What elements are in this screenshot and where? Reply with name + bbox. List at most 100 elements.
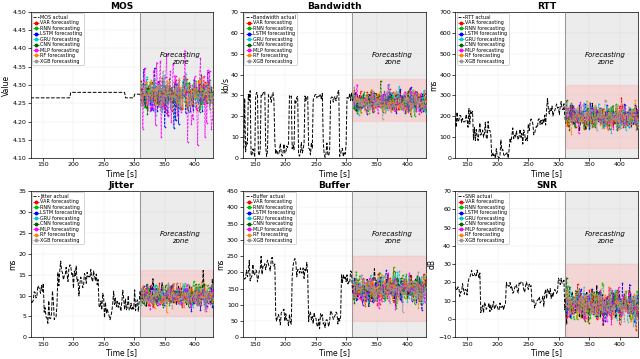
Line: RF forecasting: RF forecasting [353, 274, 426, 309]
LSTM forecasting [397, 279, 404, 283]
GRU forecasting [605, 120, 613, 125]
VAR forecasting [580, 127, 588, 131]
RF forecasting [137, 297, 145, 302]
RTT actual [451, 115, 459, 120]
CNN forecasting [349, 288, 357, 292]
GRU forecasting [152, 112, 159, 117]
Title: Buffer: Buffer [318, 181, 350, 190]
Line: Jitter actual: Jitter actual [31, 261, 213, 323]
CNN forecasting [613, 128, 621, 132]
RNN forecasting [381, 89, 388, 94]
MLP forecasting [209, 99, 217, 103]
LSTM forecasting [188, 300, 196, 305]
GRU forecasting [383, 281, 390, 285]
MLP forecasting [209, 289, 217, 293]
GRU forecasting [181, 100, 189, 104]
GRU forecasting [182, 294, 189, 298]
VAR forecasting [349, 295, 357, 300]
SNR actual [452, 287, 460, 291]
Line: VAR forecasting: VAR forecasting [565, 284, 639, 331]
VAR forecasting [183, 76, 191, 81]
VAR forecasting [422, 279, 429, 283]
RF forecasting [415, 92, 423, 96]
VAR forecasting [390, 269, 397, 274]
Bar [565, 12, 638, 158]
RF forecasting [605, 285, 612, 289]
RF forecasting [607, 124, 614, 128]
RNN forecasting [185, 296, 193, 300]
Line: XGB forecasting: XGB forecasting [353, 271, 426, 313]
Line: MLP forecasting: MLP forecasting [140, 284, 214, 312]
MLP forecasting [594, 310, 602, 314]
RNN forecasting [171, 117, 179, 121]
RF forecasting [182, 292, 189, 296]
LSTM forecasting [596, 106, 604, 110]
GRU forecasting [415, 108, 423, 112]
CNN forecasting [612, 107, 620, 111]
CNN forecasting [188, 291, 195, 295]
MOS actual [93, 90, 101, 94]
GRU forecasting [188, 95, 196, 99]
CNN forecasting [198, 73, 205, 77]
Jitter actual [28, 302, 35, 306]
RF forecasting [611, 305, 618, 309]
MLP forecasting [415, 112, 423, 117]
VAR forecasting [401, 277, 408, 281]
VAR forecasting [607, 111, 614, 116]
RTT actual [543, 96, 551, 101]
Y-axis label: Value: Value [2, 74, 11, 95]
RF forecasting [203, 81, 211, 85]
Jitter actual [44, 321, 52, 326]
LSTM forecasting [418, 308, 426, 312]
MLP forecasting [615, 285, 623, 289]
VAR forecasting [415, 96, 422, 100]
XGB forecasting [351, 84, 358, 89]
RNN forecasting [586, 127, 593, 131]
GRU forecasting [607, 298, 614, 302]
RTT actual [519, 142, 527, 146]
LSTM forecasting [407, 85, 415, 89]
CNN forecasting [417, 302, 425, 307]
Line: XGB forecasting: XGB forecasting [565, 286, 639, 327]
RTT actual [552, 104, 559, 109]
VAR forecasting [574, 282, 582, 286]
GRU forecasting [396, 269, 403, 274]
Jitter actual [209, 283, 217, 287]
MLP forecasting [137, 290, 145, 294]
LSTM forecasting [171, 81, 179, 86]
LSTM forecasting [185, 293, 193, 298]
CNN forecasting [607, 115, 614, 119]
Line: RF forecasting: RF forecasting [565, 99, 639, 135]
MOS actual [27, 96, 35, 100]
XGB forecasting [203, 90, 211, 94]
Line: GRU forecasting: GRU forecasting [140, 282, 214, 308]
VAR forecasting [612, 301, 620, 306]
XGB forecasting [209, 295, 217, 300]
RNN forecasting [203, 99, 211, 104]
GRU forecasting [398, 106, 406, 110]
Text: Forecasting
zone: Forecasting zone [372, 231, 413, 244]
GRU forecasting [394, 94, 402, 98]
GRU forecasting [631, 322, 639, 327]
SNR actual [620, 294, 628, 298]
Line: CNN forecasting: CNN forecasting [565, 99, 639, 131]
Line: GRU forecasting: GRU forecasting [140, 73, 214, 115]
Jitter actual [27, 297, 35, 302]
RF forecasting [394, 103, 402, 107]
CNN forecasting [182, 300, 189, 305]
MLP forecasting [634, 316, 640, 321]
CNN forecasting [422, 287, 429, 292]
XGB forecasting [188, 299, 195, 303]
XGB forecasting [632, 128, 640, 132]
LSTM forecasting [169, 283, 177, 287]
XGB forecasting [415, 96, 423, 101]
VAR forecasting [627, 311, 634, 315]
GRU forecasting [170, 94, 178, 99]
MOS actual [28, 96, 35, 100]
MLP forecasting [605, 286, 613, 290]
VAR forecasting [170, 298, 178, 302]
LSTM forecasting [383, 268, 390, 272]
XGB forecasting [396, 90, 403, 95]
VAR forecasting [396, 90, 404, 95]
RNN forecasting [181, 76, 189, 80]
